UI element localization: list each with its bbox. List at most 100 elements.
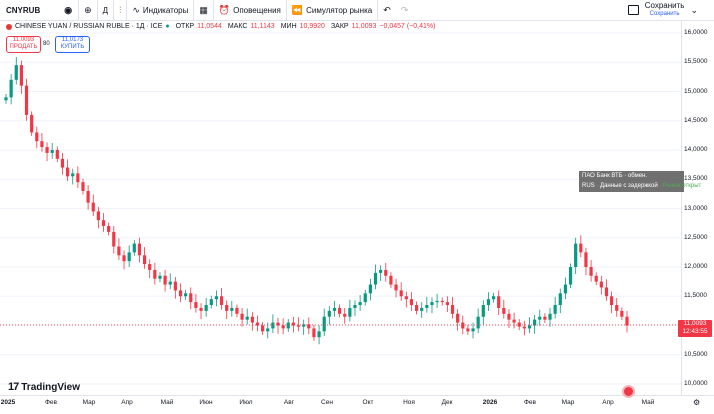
time-tick-label: Окт bbox=[362, 399, 374, 406]
spread-value: 80 bbox=[43, 41, 50, 47]
price-tick-label: 11,5000 bbox=[684, 292, 708, 300]
layouts-button[interactable]: ▦ bbox=[194, 0, 214, 20]
buy-button[interactable]: 11,0173 КУПИТЬ bbox=[55, 36, 90, 53]
redo-icon: ↷ bbox=[400, 4, 409, 15]
candle bbox=[558, 293, 562, 306]
candle bbox=[337, 307, 342, 314]
candle bbox=[168, 281, 172, 285]
candle bbox=[219, 296, 224, 306]
candle bbox=[9, 79, 13, 98]
candle bbox=[178, 290, 183, 297]
legend-open-key: ОТКР bbox=[175, 23, 195, 30]
candle bbox=[86, 190, 90, 203]
rewind-icon: ⏪ bbox=[291, 4, 304, 15]
candle bbox=[497, 296, 501, 308]
candle bbox=[312, 328, 316, 338]
candle bbox=[286, 322, 290, 329]
undo-button[interactable]: ↶ bbox=[378, 0, 396, 20]
tradingview-logo[interactable]: 17 TradingView bbox=[8, 381, 80, 393]
candle bbox=[35, 132, 39, 142]
save-label: Сохранить bbox=[644, 1, 685, 10]
candle bbox=[440, 300, 444, 303]
replay-button[interactable]: ⏪ Симулятор рынка bbox=[287, 0, 379, 20]
undo-icon: ↶ bbox=[383, 4, 391, 15]
price-tick-label: 16,0000 bbox=[684, 29, 708, 36]
candle bbox=[574, 243, 578, 267]
candle bbox=[302, 324, 306, 327]
alerts-label: Оповещения bbox=[233, 5, 281, 15]
candle bbox=[343, 313, 347, 317]
candle bbox=[461, 322, 465, 329]
candle bbox=[214, 296, 219, 300]
candle bbox=[610, 296, 614, 306]
price-tick-label: 15,0000 bbox=[684, 87, 708, 95]
candle bbox=[327, 310, 331, 317]
candle bbox=[563, 284, 568, 294]
candle bbox=[101, 220, 106, 227]
candle bbox=[4, 97, 8, 101]
candle bbox=[394, 284, 398, 291]
candle bbox=[65, 167, 70, 177]
legend-title[interactable]: CHINESE YUAN / RUSSIAN RUBLE · 1Д · ICE bbox=[15, 23, 163, 30]
time-tick-label: Июн bbox=[199, 399, 213, 406]
legend-high-key: МАКС bbox=[227, 23, 248, 30]
time-tick-label: Май bbox=[160, 399, 174, 406]
candle bbox=[425, 305, 429, 308]
candle bbox=[117, 246, 121, 256]
symbol-search[interactable]: CNYRUB ◉ bbox=[0, 0, 80, 20]
candle bbox=[322, 316, 326, 332]
candle bbox=[373, 272, 378, 285]
candle bbox=[476, 316, 480, 329]
candle bbox=[471, 328, 475, 332]
save-button[interactable]: Сохранить Сохранить ⌄ bbox=[627, 1, 698, 19]
time-tick-label: Май bbox=[641, 399, 655, 406]
candle bbox=[55, 150, 59, 159]
time-axis-border bbox=[0, 395, 714, 396]
price-tick-label: 10,0000 bbox=[684, 380, 708, 387]
price-chart[interactable] bbox=[0, 21, 681, 395]
price-tick-label: 13,0000 bbox=[684, 204, 708, 212]
chart-type-button[interactable]: ⫶ bbox=[114, 0, 128, 20]
candle bbox=[132, 243, 136, 253]
sell-button[interactable]: 11,0093 ПРОДАТЬ bbox=[6, 36, 41, 53]
eye-icon[interactable]: ◉ bbox=[64, 4, 73, 15]
candle bbox=[420, 307, 424, 311]
candle bbox=[379, 269, 383, 273]
candle bbox=[40, 141, 44, 148]
chart-legend: CHINESE YUAN / RUSSIAN RUBLE · 1Д · ICE … bbox=[6, 23, 435, 30]
candles-icon: ⫶ bbox=[119, 4, 122, 15]
legend-high-val: 11,1143 bbox=[250, 23, 275, 30]
candle bbox=[491, 296, 496, 300]
redo-button[interactable]: ↷ bbox=[396, 0, 414, 20]
candle bbox=[19, 65, 23, 86]
candle bbox=[414, 305, 419, 311]
price-tick-label: 13,5000 bbox=[684, 175, 708, 183]
time-tick-label: Ноя bbox=[403, 399, 415, 406]
time-tick-label: Дек bbox=[441, 399, 453, 406]
candle bbox=[230, 307, 234, 311]
time-tick-label: Фев bbox=[523, 399, 537, 406]
candle bbox=[579, 243, 583, 253]
price-tick-label: 12,5000 bbox=[684, 233, 708, 241]
indicators-icon: ∿ bbox=[132, 4, 140, 15]
candle bbox=[594, 275, 598, 282]
candle bbox=[137, 243, 142, 256]
compare-button[interactable]: ⊕ bbox=[79, 0, 98, 20]
time-tick-label: 2025 bbox=[0, 399, 16, 406]
chevron-down-icon[interactable]: ⌄ bbox=[690, 4, 698, 15]
gear-icon[interactable]: ⚙ bbox=[693, 398, 701, 407]
candle bbox=[30, 114, 34, 133]
candle bbox=[163, 275, 167, 285]
candle bbox=[450, 305, 455, 314]
candle bbox=[142, 255, 147, 265]
candle bbox=[589, 267, 593, 276]
candle bbox=[14, 65, 18, 80]
symbol-logo-icon bbox=[6, 23, 12, 30]
alerts-button[interactable]: ⏰ Оповещения bbox=[214, 0, 287, 20]
candle bbox=[522, 326, 526, 329]
candle bbox=[122, 255, 126, 262]
buy-price: 11,0173 bbox=[61, 37, 84, 43]
interval-button[interactable]: Д bbox=[98, 0, 115, 20]
go-to-realtime-button[interactable] bbox=[622, 385, 635, 398]
indicators-button[interactable]: ∿ Индикаторы bbox=[127, 0, 195, 20]
